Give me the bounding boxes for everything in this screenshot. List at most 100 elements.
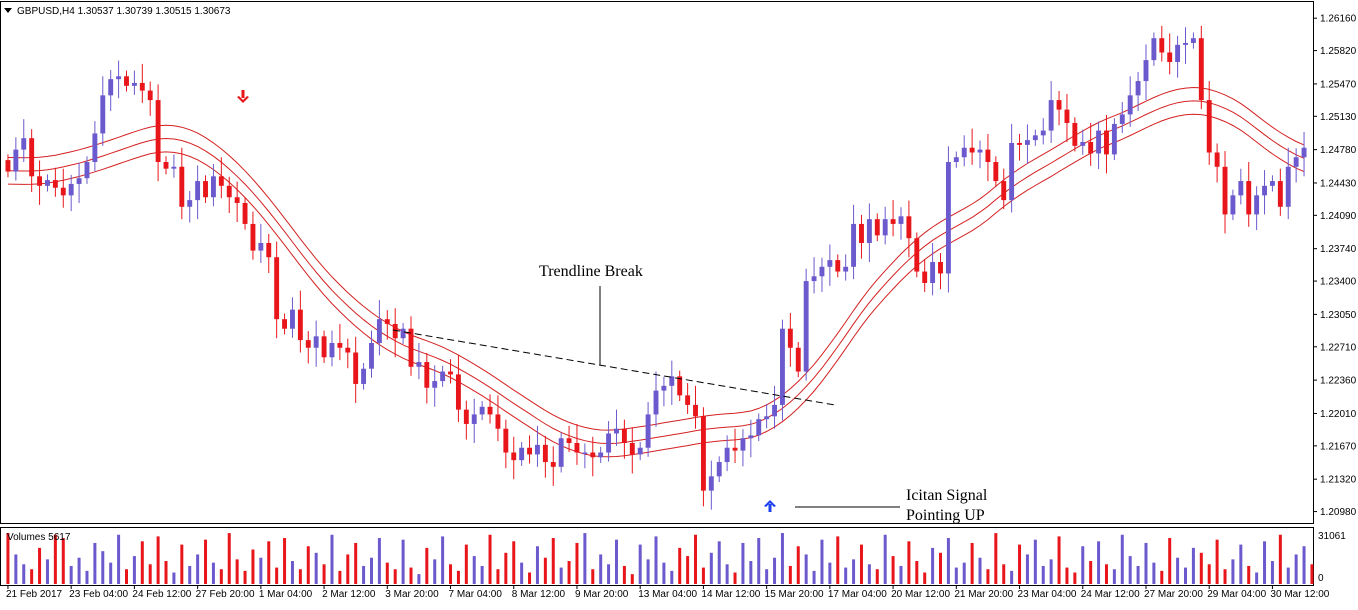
candle [13, 137, 19, 181]
volume-bar [362, 565, 366, 584]
volume-bar [717, 541, 721, 584]
volume-bar [85, 570, 89, 584]
candle [700, 407, 706, 507]
candle [882, 206, 888, 245]
price-tick-label: 1.21670 [1320, 441, 1357, 452]
volume-bar [275, 567, 279, 584]
candle [408, 316, 414, 376]
volume-min-label: 0 [1318, 573, 1324, 584]
volume-bar [488, 534, 492, 584]
volume-bar [464, 544, 468, 584]
candle [898, 207, 904, 240]
volume-bar [796, 546, 800, 584]
candle [5, 154, 11, 178]
volume-max-label: 31061 [1318, 531, 1346, 542]
time-tick-label: 13 Mar 04:00 [638, 589, 697, 600]
volume-bar [836, 536, 840, 584]
volume-bar [354, 542, 358, 584]
candle [1238, 168, 1244, 205]
volume-bar [53, 534, 57, 584]
candle [203, 175, 208, 203]
trendline[interactable] [392, 329, 836, 406]
volume-bar [504, 552, 508, 584]
candle [369, 330, 374, 378]
candle [1230, 189, 1236, 221]
candle [740, 429, 746, 467]
price-panel-frame [0, 1, 1314, 524]
candle [384, 310, 390, 340]
volume-bar [1097, 541, 1101, 584]
candle [131, 70, 137, 95]
candle [914, 232, 920, 278]
candle [779, 319, 785, 421]
candle [772, 385, 777, 429]
candle [1104, 114, 1109, 174]
volume-bar [686, 556, 690, 584]
volume-bar [607, 564, 611, 584]
volume-bar [117, 534, 121, 584]
candle [621, 419, 627, 459]
candle [337, 323, 343, 361]
candle [495, 395, 501, 442]
candle [637, 442, 643, 461]
candle [1269, 175, 1275, 192]
volume-bar [694, 534, 698, 584]
candle [155, 84, 161, 182]
volume-bar [994, 533, 998, 584]
volume-bar [614, 539, 618, 584]
volume-bar [338, 570, 342, 584]
time-tick-label: 17 Mar 04:00 [828, 589, 887, 600]
candle [598, 446, 604, 463]
price-tick-label: 1.22710 [1320, 342, 1357, 353]
price-tick-label: 1.23740 [1320, 244, 1357, 255]
candle [866, 203, 872, 263]
price-tick-label: 1.25130 [1320, 112, 1357, 123]
volume-bar [1286, 567, 1290, 584]
candle [1119, 102, 1125, 133]
candle [353, 336, 359, 403]
time-tick-label: 1 Mar 04:00 [259, 589, 313, 600]
volume-bar [22, 564, 26, 584]
volume-bar [915, 561, 919, 584]
volume-bar [804, 554, 808, 584]
price-tick-label: 1.23400 [1320, 277, 1357, 288]
volume-bar [1136, 565, 1140, 584]
candle [1167, 33, 1173, 75]
volume-bar [1073, 572, 1077, 584]
candle [432, 365, 438, 407]
candle [321, 330, 327, 363]
volume-bar [1065, 567, 1069, 584]
volume-bar [132, 556, 136, 584]
candle [471, 398, 477, 443]
volume-bar [820, 539, 824, 584]
candle [653, 371, 659, 427]
candle [139, 63, 145, 103]
volume-bar [1184, 567, 1188, 584]
volume-bar [1010, 570, 1014, 584]
candle [645, 402, 651, 457]
volume-bar [243, 570, 247, 584]
volume-label: Volumes 5617 [7, 532, 71, 543]
volume-bar [6, 533, 10, 584]
candle [922, 259, 928, 293]
volume-bar [298, 569, 302, 584]
candle [1056, 91, 1062, 126]
candle [985, 133, 991, 182]
price-tick-label: 1.21320 [1320, 475, 1357, 486]
candle [1048, 81, 1054, 143]
candle [1293, 148, 1299, 183]
candle [819, 257, 825, 293]
candle [1127, 76, 1133, 127]
candle [487, 394, 493, 424]
price-tick-label: 1.20980 [1320, 507, 1357, 518]
volume-bar [480, 565, 484, 584]
candle [1111, 118, 1117, 161]
candle [1096, 121, 1102, 170]
time-tick-label: 15 Mar 20:00 [765, 589, 824, 600]
volume-bar [259, 557, 263, 584]
volume-bar [528, 572, 532, 584]
triangle-down-icon[interactable] [4, 8, 12, 13]
candle [938, 252, 943, 290]
